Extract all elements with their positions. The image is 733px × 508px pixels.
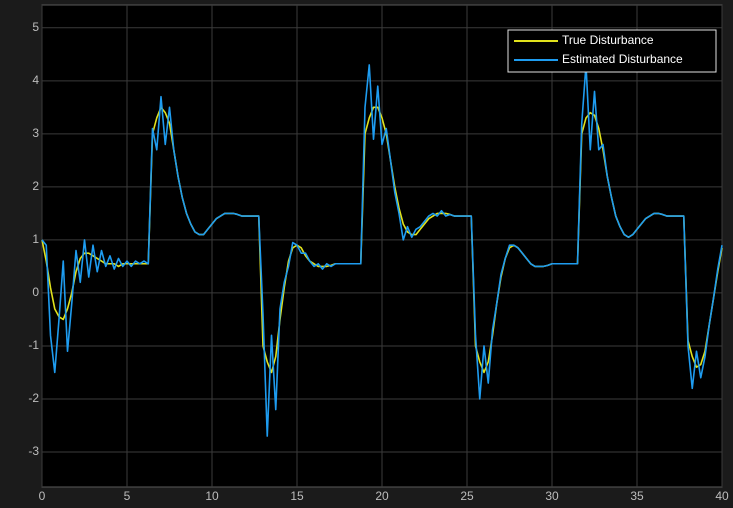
x-tick-label: 25 [460, 489, 474, 503]
x-tick-label: 30 [545, 489, 559, 503]
y-tick-label: 5 [32, 20, 39, 34]
y-tick-label: 2 [32, 179, 39, 193]
x-tick-label: 20 [375, 489, 389, 503]
y-tick-label: 1 [32, 232, 39, 246]
legend-box [507, 29, 717, 73]
y-tick-label: -3 [28, 444, 39, 458]
series-line [41, 64, 723, 437]
x-tick-label: 0 [39, 489, 46, 503]
x-tick-label: 5 [124, 489, 131, 503]
x-tick-label: 15 [290, 489, 304, 503]
legend-label: Estimated Disturbance [562, 52, 683, 66]
y-tick-label: 0 [32, 285, 39, 299]
x-tick-label: 10 [205, 489, 219, 503]
x-tick-label: 35 [630, 489, 644, 503]
y-tick-label: 3 [32, 126, 39, 140]
y-tick-label: -2 [28, 391, 39, 405]
legend-label: True Disturbance [562, 33, 654, 47]
y-tick-label: -1 [28, 338, 39, 352]
x-tick-label: 40 [715, 489, 729, 503]
y-tick-label: 4 [32, 73, 39, 87]
